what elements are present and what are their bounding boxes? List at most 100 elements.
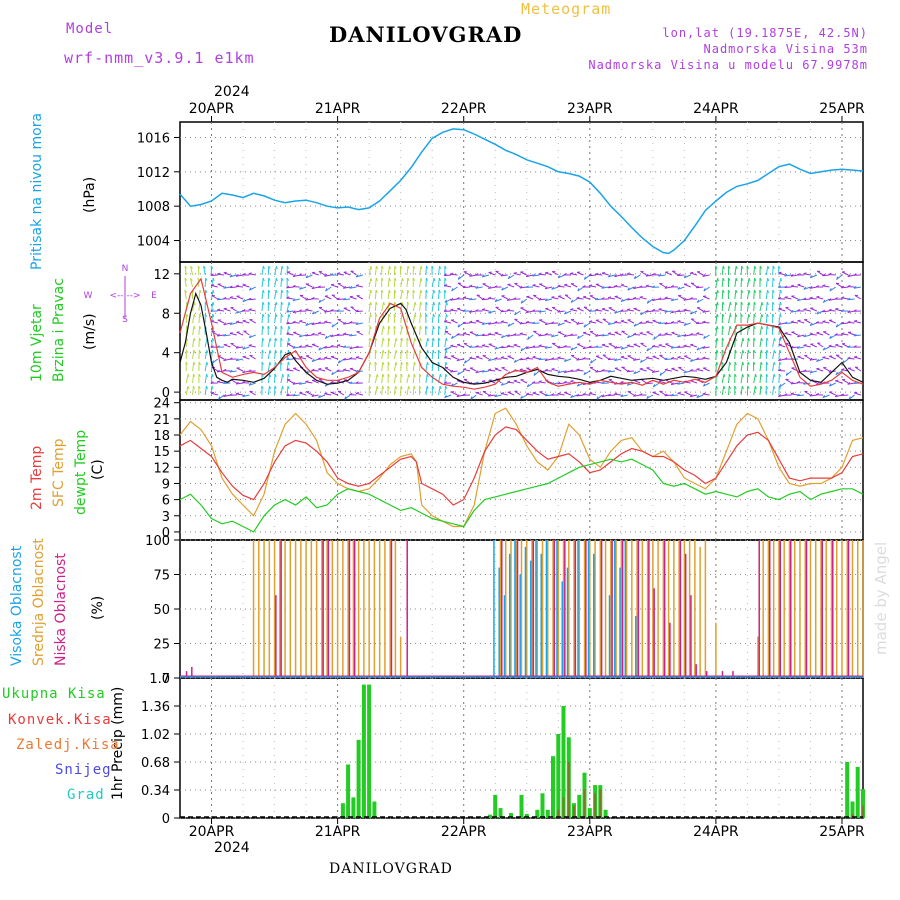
- wind-arrow: [368, 326, 371, 336]
- wind-arrow-head: [268, 265, 271, 269]
- wind-arrow: [274, 290, 277, 300]
- y-tick-label: 4: [162, 347, 170, 362]
- wind-arrow-head: [184, 289, 188, 293]
- wind-arrow: [797, 284, 805, 288]
- wind-arrow-head: [620, 309, 624, 312]
- wind-arrow-head: [394, 265, 397, 269]
- wind-arrow: [198, 337, 200, 348]
- wind-arrow: [620, 320, 628, 324]
- wind-arrow: [299, 334, 307, 338]
- wind-arrow-head: [607, 357, 611, 361]
- wind-arrow: [582, 332, 590, 336]
- wind-arrow: [526, 310, 534, 314]
- wind-arrow: [507, 391, 515, 396]
- wind-arrow-head: [570, 347, 574, 351]
- wind-arrow-head: [778, 394, 782, 397]
- wind-arrow: [463, 378, 471, 384]
- wind-arrow-head: [671, 331, 675, 334]
- wind-arrow: [627, 319, 635, 324]
- wind-arrow: [438, 266, 440, 276]
- wind-arrow: [841, 297, 849, 300]
- wind-arrow: [305, 322, 313, 326]
- wind-arrow-head: [475, 309, 479, 312]
- wind-arrow: [192, 314, 195, 324]
- wind-arrow: [526, 322, 534, 324]
- y-tick-label: 1012: [137, 166, 170, 181]
- wind-arrow-head: [494, 321, 498, 324]
- wind-arrow: [211, 295, 219, 300]
- convective-rain-bar: [594, 793, 597, 818]
- wind-arrow: [671, 332, 679, 336]
- wind-arrow-head: [235, 381, 239, 385]
- wind-arrow: [337, 390, 345, 396]
- wind-arrow: [210, 392, 218, 396]
- wind-arrow-head: [450, 369, 454, 373]
- wind-arrow: [671, 298, 679, 302]
- wind-arrow: [475, 370, 483, 374]
- wind-arrow-head: [305, 333, 309, 337]
- wind-arrow-head: [683, 344, 687, 347]
- wind-arrow: [286, 302, 290, 312]
- wind-arrow: [305, 381, 313, 384]
- wind-arrow-head: [809, 286, 813, 289]
- wind-arrow: [626, 370, 634, 373]
- wind-arrow-head: [563, 344, 567, 348]
- wind-arrow: [343, 322, 351, 325]
- wind-arrow: [419, 325, 421, 336]
- wind-arrow: [274, 266, 277, 276]
- wind-arrow-head: [778, 368, 782, 371]
- wind-arrow-head: [242, 370, 246, 374]
- wind-arrow: [634, 274, 641, 280]
- wind-arrow: [336, 273, 345, 276]
- wind-arrow: [847, 357, 855, 360]
- wind-arrow-head: [772, 289, 775, 293]
- wind-arrow-head: [557, 275, 561, 279]
- wind-arrow: [387, 337, 390, 348]
- wind-arrow: [501, 334, 508, 339]
- wind-arrow: [703, 382, 710, 387]
- wind-arrow-head: [583, 371, 586, 375]
- wind-arrow-head: [206, 350, 209, 354]
- wind-arrow: [192, 350, 195, 360]
- wind-arrow-head: [317, 321, 321, 324]
- wind-arrow-head: [834, 297, 838, 300]
- wind-arrow-head: [664, 296, 668, 299]
- wind-arrow: [450, 273, 458, 276]
- wind-arrow: [481, 309, 490, 312]
- wind-arrow: [217, 283, 225, 288]
- wind-arrow-head: [507, 344, 511, 347]
- wind-arrow: [261, 302, 264, 312]
- wind-arrow: [627, 334, 635, 339]
- wind-arrow-head: [658, 333, 662, 336]
- wind-arrow-head: [318, 332, 322, 334]
- wind-arrow-head: [463, 296, 467, 299]
- wind-arrow-head: [401, 325, 404, 330]
- wind-arrow: [242, 298, 250, 303]
- wind-arrow: [400, 349, 402, 360]
- wind-arrow: [803, 298, 811, 301]
- wind-arrow-head: [349, 286, 353, 289]
- wind-arrow-head: [815, 392, 820, 396]
- wind-arrow-head: [683, 308, 687, 311]
- wind-arrow-head: [734, 349, 737, 353]
- wind-arrow-head: [728, 385, 731, 389]
- wind-arrow-head: [696, 394, 700, 398]
- wind-arrow: [790, 321, 798, 324]
- wind-arrow: [337, 319, 345, 324]
- wind-arrow-head: [406, 337, 409, 341]
- wind-arrow-head: [748, 289, 751, 294]
- wind-arrow: [829, 382, 836, 387]
- wind-arrow-head: [538, 297, 542, 301]
- wind-arrow: [671, 394, 679, 397]
- wind-arrow-head: [343, 332, 347, 335]
- wind-arrow-head: [853, 286, 857, 289]
- wind-arrow-head: [235, 320, 240, 323]
- wind-arrow-head: [407, 301, 410, 305]
- wind-arrow: [211, 373, 213, 384]
- wind-arrow-head: [393, 325, 397, 329]
- wind-arrow-head: [343, 368, 347, 371]
- wind-arrow-head: [420, 301, 423, 306]
- wind-arrow: [835, 308, 843, 312]
- wind-arrow-head: [779, 384, 782, 388]
- wind-arrow-head: [716, 349, 719, 353]
